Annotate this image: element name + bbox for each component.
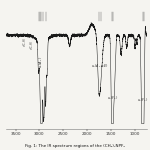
Text: ν(C-H): ν(C-H)	[23, 37, 27, 46]
Text: Fig. 1: The IR spectrum regions of the (CH₃)₄NPF₆: Fig. 1: The IR spectrum regions of the (…	[25, 144, 125, 148]
Text: $\nu_3(F_2)$: $\nu_3(F_2)$	[137, 97, 148, 104]
Text: $\nu_6(A_1)$: $\nu_6(A_1)$	[38, 56, 45, 68]
Text: $\nu_a(A_1=E)$: $\nu_a(A_1=E)$	[91, 62, 109, 70]
Text: $\nu_b(F_2)$: $\nu_b(F_2)$	[107, 94, 118, 102]
Text: ν(C-H): ν(C-H)	[30, 39, 34, 48]
